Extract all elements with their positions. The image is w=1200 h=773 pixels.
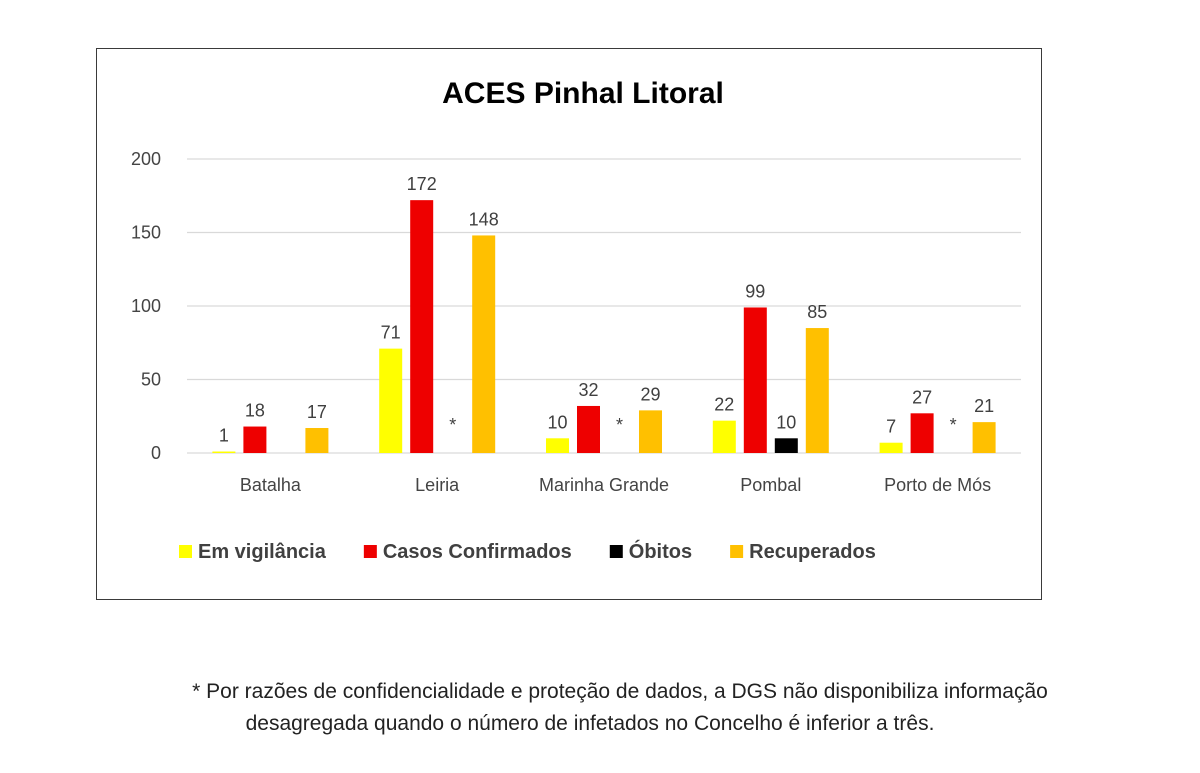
category-label: Batalha	[240, 475, 302, 495]
bar	[805, 328, 829, 453]
bar	[639, 410, 662, 453]
data-label: 7	[886, 417, 896, 437]
category-label: Pombal	[740, 475, 801, 495]
data-label: 21	[974, 396, 994, 416]
data-label: 27	[912, 387, 932, 407]
footnote: * Por razões de confidencialidade e prot…	[0, 676, 1200, 740]
bar	[410, 200, 434, 453]
y-tick-label: 150	[131, 223, 161, 243]
y-tick-label: 200	[131, 149, 161, 169]
legend-swatch	[363, 545, 377, 558]
footnote-line-1: * Por razões de confidencialidade e prot…	[192, 680, 1048, 703]
data-label: 17	[307, 402, 327, 422]
data-label: 148	[469, 209, 499, 229]
data-label: 22	[714, 395, 734, 415]
data-label: 71	[381, 323, 401, 343]
legend-label: Casos Confirmados	[383, 541, 572, 563]
bar	[472, 235, 496, 453]
legend: Em vigilância Casos Confirmados Óbitos Recu…	[179, 539, 876, 563]
data-label: 85	[807, 302, 827, 322]
legend-label: Óbitos	[629, 539, 692, 563]
bar	[305, 428, 329, 453]
bar	[743, 307, 767, 453]
y-axis-ticks: 0 50 100 150 200	[131, 149, 161, 463]
data-label: *	[616, 415, 623, 435]
data-label: *	[950, 415, 957, 435]
y-tick-label: 100	[131, 296, 161, 316]
data-label: 99	[745, 281, 765, 301]
data-label: 32	[578, 380, 598, 400]
data-label: *	[449, 415, 456, 435]
category-label: Leiria	[415, 475, 460, 495]
legend-label: Em vigilância	[198, 541, 327, 563]
data-label: 10	[547, 412, 567, 432]
legend-swatch	[179, 545, 192, 558]
chart-frame: ACES Pinhal Litoral 0 50 100 150 200 1 18 17 71…	[96, 48, 1042, 600]
data-label: 1	[219, 426, 229, 446]
chart-title: ACES Pinhal Litoral	[442, 77, 724, 110]
bar	[379, 348, 403, 453]
category-label: Porto de Mós	[884, 475, 991, 495]
bars	[212, 200, 996, 453]
legend-swatch	[609, 545, 623, 558]
data-labels: 1 18 17 71 172 * 148 10 32 * 29 22 99 10 85 7 27 * 21	[219, 174, 994, 445]
bar	[577, 405, 600, 453]
data-label: 18	[245, 401, 265, 421]
x-axis-categories: Batalha Leiria Marinha Grande Pombal Porto d…	[240, 475, 991, 495]
bar	[774, 438, 798, 453]
y-tick-label: 50	[141, 370, 161, 390]
bar	[910, 413, 934, 453]
bar	[243, 426, 267, 453]
footnote-line-2: desagregada quando o número de infetados…	[245, 712, 935, 735]
y-tick-label: 0	[151, 443, 161, 463]
bar	[212, 451, 236, 453]
data-label: 172	[407, 174, 437, 194]
bar	[972, 422, 996, 453]
bar	[879, 442, 903, 453]
legend-swatch	[730, 545, 744, 558]
bar	[712, 420, 736, 453]
category-label: Marinha Grande	[539, 475, 669, 495]
data-label: 10	[776, 412, 796, 432]
legend-label: Recuperados	[749, 541, 876, 563]
data-label: 29	[640, 384, 660, 404]
bar	[546, 438, 569, 453]
